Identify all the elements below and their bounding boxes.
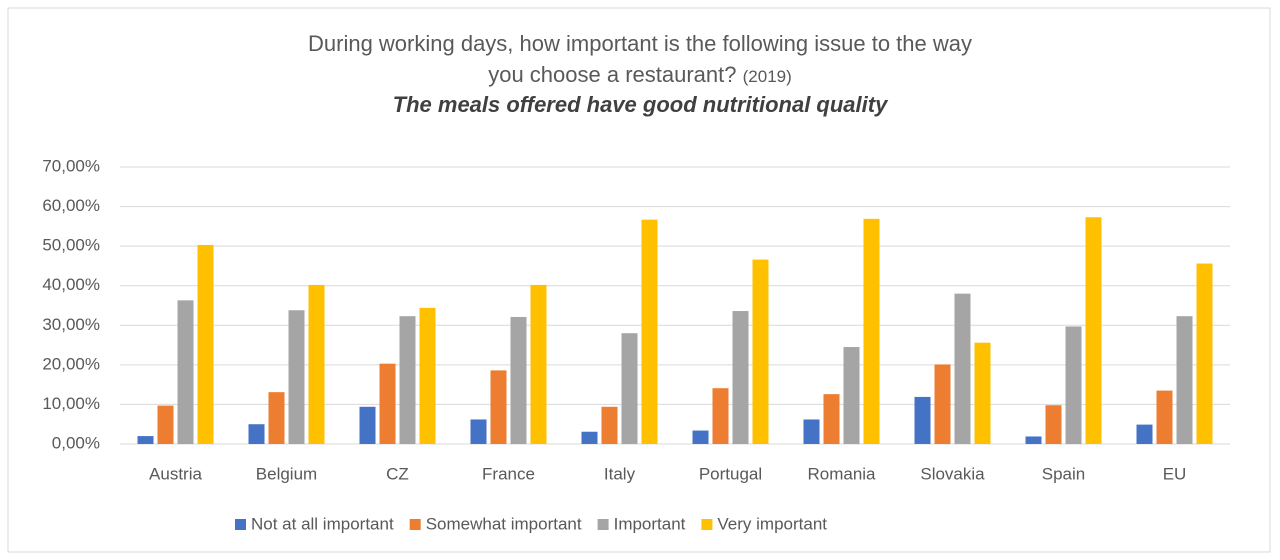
bar	[843, 347, 860, 444]
bar	[1136, 424, 1153, 444]
bar	[490, 370, 507, 444]
bar	[1065, 326, 1082, 444]
bar	[914, 396, 931, 444]
bar	[974, 342, 991, 444]
x-tick-label: Romania	[807, 464, 876, 483]
chart-border	[7, 7, 1271, 553]
bar	[510, 316, 527, 444]
legend-swatch	[235, 519, 246, 530]
bar	[359, 406, 376, 444]
legend-label: Not at all important	[251, 514, 394, 533]
bar	[1176, 316, 1193, 444]
bar	[581, 431, 598, 444]
bar	[379, 363, 396, 444]
bar	[248, 424, 265, 444]
y-tick-label: 40,00%	[42, 275, 100, 294]
bar	[137, 436, 154, 444]
bar	[692, 430, 709, 444]
y-tick-label: 0,00%	[52, 433, 100, 452]
bar	[470, 419, 487, 444]
legend-label: Somewhat important	[426, 514, 582, 533]
x-tick-label: France	[482, 464, 535, 483]
bar	[823, 394, 840, 444]
x-tick-label: EU	[1163, 464, 1187, 483]
x-tick-label: Spain	[1042, 464, 1085, 483]
bar	[177, 300, 194, 444]
bar	[934, 364, 951, 444]
x-tick-label: Belgium	[256, 464, 317, 483]
bar	[197, 244, 214, 444]
title-note: (2019)	[742, 67, 792, 86]
legend-label: Very important	[717, 514, 827, 533]
bar	[641, 219, 658, 444]
bar	[1085, 217, 1102, 444]
bar	[1156, 390, 1173, 444]
x-tick-label: Austria	[149, 464, 202, 483]
x-tick-label: Portugal	[699, 464, 762, 483]
y-tick-label: 60,00%	[42, 196, 100, 215]
bar	[803, 419, 820, 444]
bar	[732, 311, 749, 444]
bar	[419, 307, 436, 444]
bar	[530, 284, 547, 444]
y-tick-label: 20,00%	[42, 354, 100, 373]
bar	[712, 388, 729, 444]
legend-label: Important	[614, 514, 686, 533]
bar	[752, 259, 769, 444]
bar	[863, 218, 880, 444]
bar	[399, 316, 416, 444]
y-tick-label: 70,00%	[42, 156, 100, 175]
y-tick-label: 30,00%	[42, 315, 100, 334]
bar	[308, 284, 325, 444]
chart-title-block: During working days, how important is th…	[290, 28, 990, 92]
bar	[1045, 405, 1062, 444]
legend-swatch	[597, 519, 609, 530]
chart-subtitle: The meals offered have good nutritional …	[392, 92, 888, 117]
y-tick-label: 10,00%	[42, 394, 100, 413]
bar	[954, 293, 971, 444]
bar	[157, 405, 174, 444]
bar	[1025, 436, 1042, 444]
bar	[601, 406, 618, 444]
x-tick-label: Italy	[604, 464, 636, 483]
chart-title: During working days, how important is th…	[308, 31, 972, 87]
bar	[621, 333, 638, 444]
legend-swatch	[409, 519, 421, 530]
legend-swatch	[701, 519, 713, 530]
y-tick-label: 50,00%	[42, 236, 100, 255]
bar	[1196, 263, 1213, 444]
bar	[268, 392, 285, 444]
x-tick-label: Slovakia	[920, 464, 985, 483]
x-tick-label: CZ	[386, 464, 409, 483]
bar	[288, 310, 305, 444]
